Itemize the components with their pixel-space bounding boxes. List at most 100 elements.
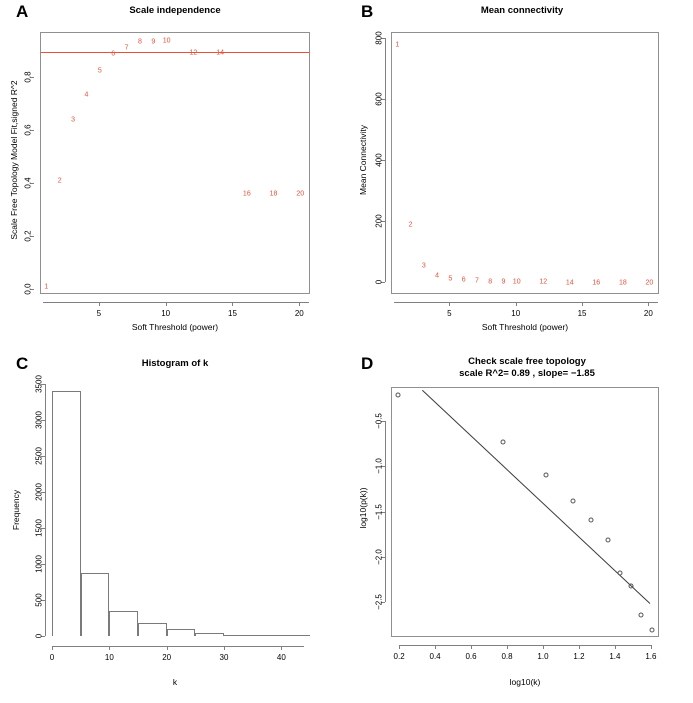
data-point-label: 8	[488, 278, 493, 286]
x-tick-label: 20	[294, 309, 304, 318]
data-point	[649, 627, 655, 633]
data-point-label: 4	[84, 91, 89, 99]
x-tick	[166, 646, 168, 650]
panel-b-plot-area: 1 2 3 4 5 6 7 8 9 10 12 14 16 18 20	[391, 32, 659, 294]
x-tick	[435, 645, 437, 649]
panel-a-y-axis-title: Scale Free Topology Model Fit,signed R^2	[9, 80, 19, 240]
data-point-label: 6	[461, 276, 466, 284]
y-tick-label: 3000	[34, 411, 44, 429]
panel-a-x-axis-title: Soft Threshold (power)	[131, 322, 219, 332]
x-tick	[98, 302, 100, 306]
y-tick-label: 3500	[34, 375, 44, 393]
x-tick	[542, 645, 544, 649]
panel-d-title-line2: scale R^2= 0.89 , slope= −1.85	[459, 368, 595, 379]
x-tick-label: 5	[447, 309, 452, 318]
y-tick-label: −2.5	[374, 594, 384, 611]
panel-a-plot-area: 1 2 3 4 5 6 7 8 9 10 12 14 16 18 20	[40, 32, 310, 294]
x-tick-label: 20	[162, 653, 172, 662]
panel-a-title: Scale independence	[129, 5, 221, 16]
data-point	[500, 439, 506, 445]
y-tick-label: −1.0	[374, 458, 384, 474]
panel-c-histogram: C Histogram of k 0 10 20 30 40 0 500 1000 1500 20…	[0, 350, 347, 703]
panel-b-y-axis-title: Mean Connectivity	[358, 125, 368, 195]
data-point-label: 1	[44, 283, 49, 291]
y-tick-label: 2500	[34, 447, 44, 465]
y-tick-label: 600	[374, 92, 384, 106]
histogram-bar	[109, 611, 138, 636]
histogram-bar	[80, 572, 110, 636]
x-tick	[52, 646, 53, 650]
x-tick	[578, 645, 580, 649]
data-point	[395, 392, 401, 398]
panel-a-threshold-line	[41, 51, 309, 53]
data-point	[628, 583, 634, 589]
data-point-label: 18	[618, 279, 627, 287]
x-tick	[224, 646, 225, 650]
panel-c-y-axis	[45, 384, 46, 636]
y-tick	[30, 129, 34, 131]
y-tick	[41, 564, 45, 565]
panel-b-title: Mean connectivity	[480, 5, 564, 16]
panel-d-title-line1: Check scale free topology	[468, 356, 586, 367]
panel-b-letter: B	[361, 2, 374, 21]
data-point-label: 16	[242, 190, 251, 198]
data-point-label: 9	[151, 38, 156, 46]
y-tick	[30, 288, 34, 290]
x-tick-label: 0.8	[501, 652, 513, 661]
panel-d-scale-free-topology: D Check scale free topology scale R^2= 0…	[347, 350, 693, 703]
y-tick	[41, 384, 45, 385]
y-tick-label: 400	[374, 153, 384, 167]
y-tick	[381, 99, 385, 101]
data-point-label: 5	[448, 275, 453, 283]
y-tick-label: 0.8	[23, 71, 33, 83]
panel-d-x-axis	[399, 645, 651, 646]
x-tick	[299, 302, 301, 306]
x-tick	[109, 646, 111, 650]
data-point-label: 4	[435, 272, 440, 280]
panel-d-x-axis-title: log10(k)	[509, 677, 541, 687]
x-tick	[648, 302, 650, 306]
x-tick	[515, 302, 517, 306]
y-tick-label: 0.6	[23, 124, 33, 136]
data-point	[605, 537, 611, 543]
panel-c-y-axis-title: Frequency	[11, 489, 21, 531]
data-point-label: 2	[408, 221, 413, 229]
x-tick	[281, 646, 283, 650]
panel-b-x-axis-title: Soft Threshold (power)	[481, 322, 569, 332]
x-tick	[399, 645, 401, 649]
histogram-bar	[281, 635, 310, 636]
x-tick-label: 10	[511, 309, 521, 318]
y-tick-label: −0.5	[374, 412, 384, 429]
x-tick-label: 40	[276, 653, 286, 662]
y-tick	[381, 159, 385, 161]
y-tick	[381, 420, 385, 422]
histogram-bar	[252, 635, 282, 636]
data-point-label: 12	[539, 278, 548, 286]
y-tick-label: 0	[34, 633, 44, 639]
y-tick-label: 1500	[34, 519, 44, 537]
x-tick-label: 0.2	[393, 652, 405, 661]
panel-c-title: Histogram of k	[141, 358, 209, 369]
y-tick	[30, 76, 34, 78]
panel-a-letter: A	[16, 2, 29, 21]
x-tick-label: 1.0	[537, 652, 549, 661]
y-tick-label: 0.0	[23, 283, 33, 295]
data-point-label: 18	[269, 190, 278, 198]
data-point	[638, 612, 644, 618]
x-tick	[449, 302, 451, 306]
y-tick	[41, 600, 45, 601]
x-tick-label: 1.2	[573, 652, 585, 661]
data-point-label: 16	[592, 279, 601, 287]
data-point-label: 3	[71, 116, 76, 124]
data-point-label: 5	[97, 67, 102, 75]
y-tick	[30, 182, 34, 184]
y-tick-label: −1.5	[374, 503, 384, 520]
y-tick	[41, 420, 45, 421]
y-tick	[381, 220, 385, 222]
y-tick	[381, 511, 385, 513]
y-tick-label: 0.2	[23, 230, 33, 242]
data-point	[570, 498, 576, 504]
x-tick-label: 0	[49, 653, 55, 662]
y-tick	[30, 235, 34, 237]
